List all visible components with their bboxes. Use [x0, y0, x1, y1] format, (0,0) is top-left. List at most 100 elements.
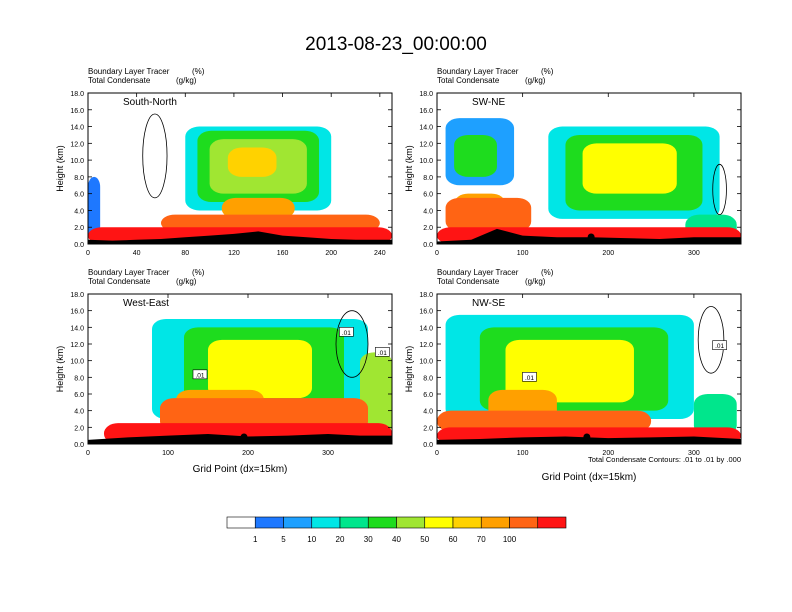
x-tick-label: 240 [374, 250, 386, 257]
x-tick-label: 200 [325, 250, 337, 257]
contour-label: .01 [339, 327, 354, 337]
header-left-1: Boundary Layer Tracer [437, 67, 519, 76]
condensate-contour [697, 306, 725, 374]
y-tick-label: 8.0 [423, 375, 433, 382]
tracer-shade [221, 197, 295, 219]
panel-2: SW-NE Boundary Layer Tracer (%) Total Conde… [404, 67, 742, 257]
colorbar-swatch [537, 516, 567, 529]
header-left-2: Total Condensate [437, 76, 500, 85]
contour-label-text: .01 [525, 375, 534, 382]
x-axis-label: Grid Point (dx=15km) [542, 472, 637, 483]
y-tick-label: 14.0 [70, 325, 84, 332]
x-tick-label: 200 [602, 250, 614, 257]
plot-frame [436, 92, 742, 245]
x-tick-label: 200 [242, 450, 254, 457]
y-tick-label: 14.0 [70, 125, 84, 132]
y-tick-label: 12.0 [70, 342, 84, 349]
tracer-field: .01 .01 .01 [88, 294, 392, 444]
terrain [88, 434, 392, 444]
contour-footnote: Total Condensate Contours: .01 to .01 by… [588, 455, 741, 464]
condensate-contour [335, 310, 369, 378]
x-tick-label: 0 [86, 250, 90, 257]
tracer-shade [505, 339, 634, 403]
plot-frame [436, 293, 742, 445]
tracer-field [437, 93, 741, 244]
panel-4: .01 .01 NW-SE Boundary Layer Tracer (%) Total… [404, 268, 742, 483]
x-tick-label: 300 [688, 450, 700, 457]
terrain [437, 436, 741, 444]
y-tick-label: 18.0 [419, 292, 433, 299]
x-tick-label: 100 [517, 450, 529, 457]
contour-label: .01 [522, 372, 537, 382]
y-tick-label: 0.0 [423, 442, 433, 449]
colorbar-swatch [367, 516, 397, 529]
x-tick-label: 160 [277, 250, 289, 257]
x-tick-label: 0 [86, 450, 90, 457]
header-left-1: Boundary Layer Tracer [88, 268, 170, 277]
colorbar-swatch [509, 516, 539, 529]
panels: South-North Boundary Layer Tracer (%) Total… [55, 67, 742, 483]
contour-label-text: .01 [378, 350, 387, 357]
x-tick-label: 120 [228, 250, 240, 257]
y-tick-label: 0.0 [74, 442, 84, 449]
contour-label-box [192, 369, 208, 380]
tracer-shade [437, 410, 652, 432]
tracer-shade [160, 214, 380, 232]
y-tick-label: 18.0 [70, 292, 84, 299]
contour-label-box [712, 340, 727, 350]
contour-label-text: .01 [715, 343, 724, 350]
panel-title: South-North [123, 97, 177, 108]
plot-frame [87, 293, 393, 445]
plot-frame [87, 92, 393, 245]
header-right-1: (%) [192, 268, 205, 277]
tracer-shade [693, 394, 737, 436]
contour-label-text: .01 [195, 372, 204, 379]
y-tick-label: 10.0 [419, 359, 433, 366]
colorbar-label: 1 [253, 535, 258, 544]
y-tick-label: 16.0 [419, 108, 433, 115]
y-tick-label: 16.0 [419, 309, 433, 316]
y-axis-label: Height (km) [55, 145, 65, 192]
y-axis-label: Height (km) [404, 346, 414, 393]
colorbar-label: 20 [336, 535, 345, 544]
x-axis-label: Grid Point (dx=15km) [193, 464, 288, 475]
contour-label-box [375, 347, 390, 357]
y-tick-label: 6.0 [74, 392, 84, 399]
condensate-contour [712, 163, 727, 216]
tracer-shade [208, 339, 312, 399]
header-left-2: Total Condensate [88, 277, 151, 286]
y-tick-label: 8.0 [423, 175, 433, 182]
y-tick-label: 2.0 [74, 225, 84, 232]
y-tick-label: 4.0 [74, 409, 84, 416]
y-tick-label: 4.0 [74, 208, 84, 215]
y-tick-label: 4.0 [423, 208, 433, 215]
contour-label: .01 [712, 340, 727, 350]
tracer-shade [445, 197, 532, 232]
terrain [437, 228, 741, 244]
tracer-shade [88, 176, 101, 240]
tracer-field: .01 .01 [437, 294, 741, 444]
y-tick-label: 14.0 [419, 125, 433, 132]
y-tick-label: 12.0 [419, 342, 433, 349]
y-tick-label: 6.0 [423, 192, 433, 199]
y-tick-label: 10.0 [70, 158, 84, 165]
header-right-1: (%) [541, 268, 554, 277]
colorbar-swatch [311, 516, 341, 529]
condensate-contour [142, 113, 168, 199]
colorbar-label: 10 [307, 535, 316, 544]
y-tick-label: 2.0 [74, 425, 84, 432]
panel-title: West-East [123, 298, 169, 309]
colorbar-swatch [424, 516, 454, 529]
colorbar-swatch [283, 516, 313, 529]
y-tick-label: 6.0 [423, 392, 433, 399]
colorbar-label: 30 [364, 535, 373, 544]
y-tick-label: 8.0 [74, 175, 84, 182]
tracer-field [88, 93, 392, 244]
header-left-1: Boundary Layer Tracer [437, 268, 519, 277]
main-title: 2013-08-23_00:00:00 [305, 34, 487, 55]
y-tick-label: 10.0 [70, 359, 84, 366]
contour-label-text: .01 [342, 330, 351, 337]
tracer-shade [582, 143, 677, 194]
colorbar-swatch [339, 516, 369, 529]
